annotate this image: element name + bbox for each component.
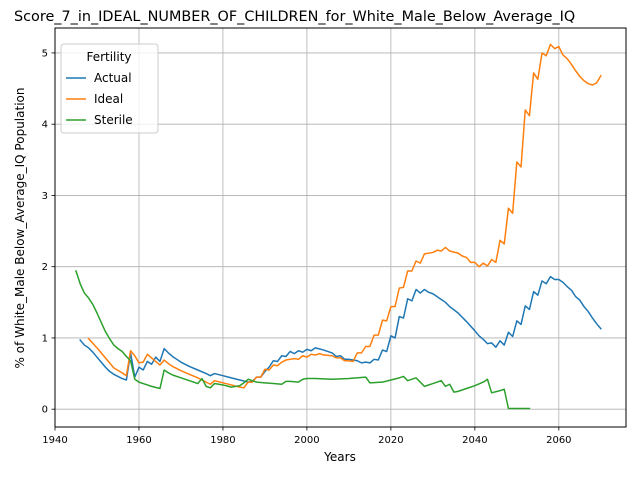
- y-tick-label: 0: [42, 405, 48, 416]
- y-tick-label: 5: [42, 48, 48, 59]
- y-tick-label: 2: [42, 262, 48, 273]
- legend-label-actual: Actual: [94, 71, 132, 85]
- x-tick-label: 2000: [294, 435, 319, 446]
- legend-title: Fertility: [86, 50, 131, 64]
- y-axis-label: % of White_Male Below_Average_IQ Populat…: [13, 88, 27, 369]
- y-tick-label: 3: [42, 191, 48, 202]
- chart-title: Score_7_in_IDEAL_NUMBER_OF_CHILDREN_for_…: [14, 9, 575, 25]
- x-tick-label: 1980: [210, 435, 235, 446]
- legend: Fertility Actual Ideal Sterile: [60, 43, 159, 134]
- series-line-sterile: [75, 270, 531, 410]
- legend-label-sterile: Sterile: [94, 113, 133, 127]
- y-tick-label: 4: [42, 120, 48, 131]
- grid: [54, 28, 626, 427]
- legend-box: [60, 43, 159, 134]
- legend-label-ideal: Ideal: [94, 92, 123, 106]
- series-lines: [75, 43, 602, 410]
- y-axis: 0 1 2 3 4 5: [42, 48, 55, 416]
- x-tick-label: 2060: [546, 435, 571, 446]
- x-axis: 1940 1960 1980 2000 2020 2040 2060: [42, 427, 572, 446]
- x-tick-label: 2020: [378, 435, 403, 446]
- x-tick-label: 1940: [42, 435, 67, 446]
- y-tick-label: 1: [42, 333, 48, 344]
- x-tick-label: 1960: [126, 435, 151, 446]
- series-line-actual: [79, 275, 602, 383]
- x-tick-label: 2040: [462, 435, 487, 446]
- x-axis-label: Years: [323, 450, 356, 464]
- series-line-ideal: [87, 43, 602, 389]
- plot-frame: [54, 27, 627, 428]
